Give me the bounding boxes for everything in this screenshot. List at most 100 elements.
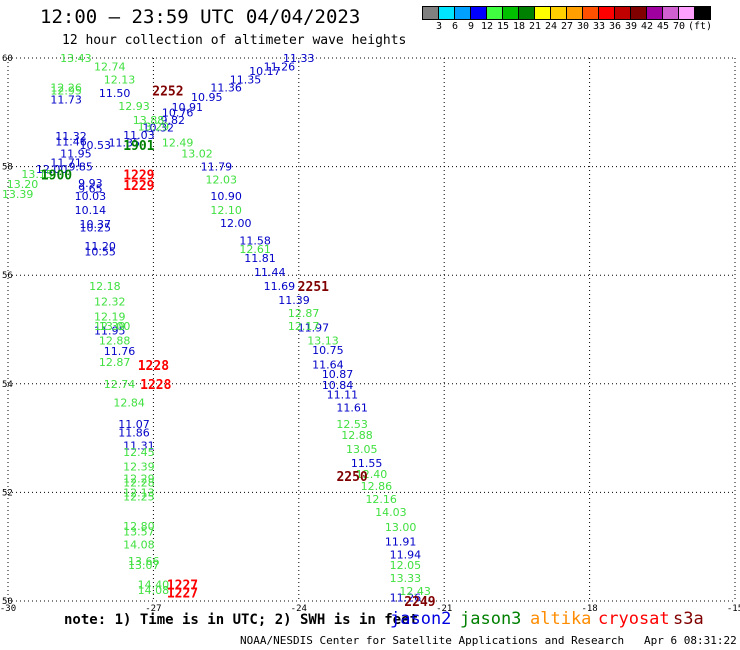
- wave-height-value: 13.00: [385, 521, 417, 534]
- wave-height-value: 10.53: [79, 139, 111, 152]
- wave-height-value: 11.69: [264, 280, 296, 293]
- wave-height-value: 12.80: [123, 520, 155, 533]
- wave-height-value: 13.29: [138, 120, 170, 133]
- pass-time-label: 1900: [41, 169, 72, 184]
- color-bar-label: 36: [608, 21, 622, 32]
- pass-time-label: 1901: [123, 139, 154, 154]
- wave-height-value: 10.90: [210, 190, 242, 203]
- wave-height-value: 12.39: [94, 320, 126, 333]
- satellite-label-altika: altika: [530, 609, 592, 629]
- wave-height-value: 12.03: [206, 174, 238, 187]
- x-tick-label: -24: [291, 604, 307, 614]
- wave-height-value: 12.13: [123, 486, 155, 499]
- wave-height-value: 11.46: [55, 136, 87, 149]
- footer-agency: NOAA/NESDIS Center for Satellite Applica…: [240, 634, 625, 647]
- wave-height-value: 12.13: [104, 74, 136, 87]
- pass-time-label: 1228: [138, 359, 169, 374]
- wave-height-value: 11.81: [244, 252, 276, 265]
- pass-time-label: 1227: [167, 579, 198, 594]
- wave-height-value: 11.26: [390, 592, 422, 605]
- wave-height-value: 9.93: [78, 177, 103, 190]
- color-bar-labels: 3 6 9 12 15 18 21 24 27 30 33 36 39 42 45 70 (ft): [422, 21, 740, 33]
- wave-height-value: 11.39: [278, 294, 310, 307]
- wave-height-value: 10.76: [162, 106, 194, 119]
- wave-height-value: 13.13: [307, 334, 339, 347]
- wave-height-value: 11.03: [123, 129, 155, 142]
- wave-height-value: 12.10: [210, 204, 242, 217]
- wave-height-value: 10.91: [172, 101, 204, 114]
- wave-height-value: 13.00: [99, 320, 131, 333]
- wave-height-value: 11.73: [50, 93, 82, 106]
- wave-height-value: 11.11: [327, 389, 359, 402]
- wave-height-value: 12.87: [99, 356, 131, 369]
- wave-height-value: 10.17: [249, 65, 281, 78]
- wave-height-value: 11.07: [118, 418, 150, 431]
- wave-height-value: 11.61: [336, 402, 368, 415]
- color-bar-label: 33: [592, 21, 606, 32]
- y-tick-label: 56: [2, 271, 13, 281]
- footer-credit: NOAA/NESDIS Center for Satellite Applica…: [240, 634, 740, 647]
- wave-height-value: 11.79: [201, 161, 233, 174]
- wave-height-value: 11.33: [283, 52, 315, 65]
- wave-height-value: 13.07: [128, 559, 160, 572]
- wave-height-value: 11.91: [385, 535, 417, 548]
- wave-height-value: 11.36: [210, 81, 242, 94]
- wave-height-value: 11.94: [390, 548, 422, 561]
- wave-height-value: 13.43: [60, 52, 92, 65]
- wave-height-value: 13.33: [390, 572, 422, 585]
- wave-height-value: 9.82: [161, 114, 186, 127]
- pass-time-label: 1229: [123, 169, 154, 184]
- pass-time-label: 1228: [140, 378, 171, 393]
- color-bar-label: 3: [435, 21, 443, 32]
- color-bar-label: 45: [656, 21, 670, 32]
- wave-height-value: 12.84: [113, 396, 145, 409]
- wave-height-value: 11.76: [104, 345, 136, 358]
- color-bar-swatch: [694, 6, 711, 20]
- wave-height-value: 12.43: [399, 585, 431, 598]
- satellite-label-cryosat: cryosat: [598, 609, 670, 629]
- pass-time-label: 2251: [298, 280, 329, 295]
- wave-height-value: 12.19: [94, 310, 126, 323]
- wave-height-value: 12.26: [50, 81, 82, 94]
- pass-time-label: 2249: [404, 595, 435, 610]
- pass-time-label: 1227: [167, 586, 198, 601]
- satellite-label-jason3: jason3: [460, 609, 522, 629]
- wave-height-value: 11.71: [50, 156, 82, 169]
- wave-height-value: 10.87: [322, 368, 354, 381]
- wave-height-value: 12.88: [99, 334, 131, 347]
- wave-height-value: 13.88: [133, 114, 165, 127]
- wave-height-value: 9.65: [78, 182, 103, 195]
- y-tick-label: 60: [2, 54, 13, 64]
- pass-time-label: 2252: [152, 85, 183, 100]
- wave-height-value: 11.26: [264, 61, 296, 74]
- wave-height-value: 12.16: [365, 493, 397, 506]
- color-bar-label: 9: [467, 21, 475, 32]
- x-tick-label: -27: [145, 604, 161, 614]
- wave-height-value: 11.35: [109, 137, 141, 150]
- color-bar-label: 39: [624, 21, 638, 32]
- wave-height-value: 10.37: [79, 218, 111, 231]
- wave-height-value: 13.66: [128, 555, 160, 568]
- wave-height-value: 12.39: [123, 460, 155, 473]
- wave-height-value: 13.57: [123, 525, 155, 538]
- pass-time-label: 1229: [123, 179, 154, 194]
- footer-timestamp: Apr 6 08:31:22 UTC 2023: [643, 634, 740, 647]
- color-bar-label: 6: [451, 21, 459, 32]
- wave-height-value: 10.25: [79, 221, 111, 234]
- wave-height-value: 10.84: [322, 379, 354, 392]
- wave-height-value: 12.05: [390, 559, 422, 572]
- wave-height-value: 11.64: [312, 358, 344, 371]
- color-bar-label: 70: [672, 21, 686, 32]
- x-tick-label: -30: [0, 604, 16, 614]
- wave-height-value: 11.97: [298, 321, 330, 334]
- y-tick-label: 54: [2, 380, 13, 390]
- color-bar: [422, 6, 711, 20]
- color-bar-unit: (ft): [687, 21, 713, 32]
- wave-height-value: 13.15: [21, 168, 53, 181]
- wave-height-value: 10.75: [312, 344, 344, 357]
- wave-height-value: 11.20: [84, 240, 116, 253]
- wave-height-value: 12.95: [50, 85, 82, 98]
- wave-height-value: 13.05: [346, 443, 378, 456]
- x-tick-label: -15: [727, 604, 740, 614]
